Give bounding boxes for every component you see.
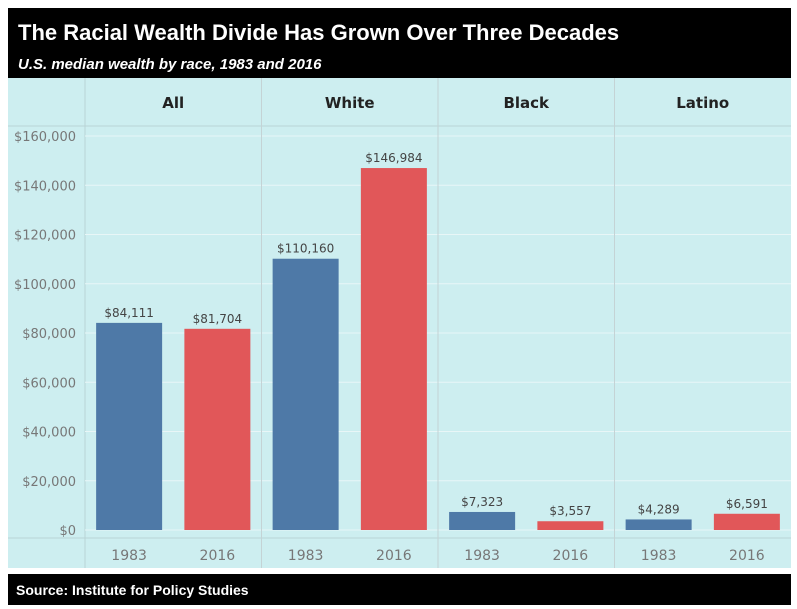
bar bbox=[96, 322, 163, 530]
x-tick-label: 2016 bbox=[553, 548, 589, 564]
bar bbox=[184, 328, 251, 530]
bar-value-label: $146,984 bbox=[365, 151, 422, 165]
bar-value-label: $3,557 bbox=[549, 504, 591, 518]
bar bbox=[625, 519, 692, 530]
x-tick-label: 1983 bbox=[111, 548, 147, 564]
chart-header: The Racial Wealth Divide Has Grown Over … bbox=[8, 8, 791, 78]
y-tick-label: $120,000 bbox=[14, 229, 76, 244]
y-tick-label: $20,000 bbox=[22, 475, 76, 490]
x-tick-label: 2016 bbox=[200, 548, 236, 564]
y-tick-label: $100,000 bbox=[14, 278, 76, 293]
source-note: Source: Institute for Policy Studies bbox=[16, 582, 249, 598]
bar-value-label: $81,704 bbox=[193, 312, 243, 326]
panel-label: Black bbox=[503, 94, 550, 112]
bar-chart: $0 $20,000 $40,000 $60,000 $80,000 $100,000 $1… bbox=[8, 78, 791, 568]
y-tick-label: $40,000 bbox=[22, 426, 76, 441]
y-tick-label: $60,000 bbox=[22, 376, 76, 391]
bar-value-label: $4,289 bbox=[638, 502, 680, 516]
chart-subtitle: U.S. median wealth by race, 1983 and 201… bbox=[18, 56, 322, 73]
x-tick-label: 1983 bbox=[288, 548, 324, 564]
bar bbox=[272, 258, 339, 530]
panel-label: White bbox=[325, 94, 375, 112]
y-tick-label: $160,000 bbox=[14, 130, 76, 145]
y-tick-label: $140,000 bbox=[14, 179, 76, 194]
bar bbox=[360, 168, 427, 530]
bar-value-label: $6,591 bbox=[726, 497, 768, 511]
x-tick-label: 2016 bbox=[729, 548, 765, 564]
chart-title: The Racial Wealth Divide Has Grown Over … bbox=[18, 20, 620, 45]
panel-label: Latino bbox=[676, 94, 729, 112]
y-tick-label: $0 bbox=[59, 524, 76, 539]
bar bbox=[713, 513, 780, 530]
bar bbox=[449, 511, 516, 530]
bar-value-label: $110,160 bbox=[277, 242, 334, 256]
x-tick-label: 1983 bbox=[464, 548, 500, 564]
x-tick-label: 1983 bbox=[641, 548, 677, 564]
chart-area: $0 $20,000 $40,000 $60,000 $80,000 $100,000 $1… bbox=[8, 78, 791, 568]
panel-label: All bbox=[162, 94, 184, 112]
bar bbox=[537, 521, 604, 530]
y-tick-label: $80,000 bbox=[22, 327, 76, 342]
chart-footer: Source: Institute for Policy Studies bbox=[8, 574, 791, 605]
bar-value-label: $7,323 bbox=[461, 495, 503, 509]
x-tick-label: 2016 bbox=[376, 548, 412, 564]
bar-value-label: $84,111 bbox=[104, 306, 154, 320]
